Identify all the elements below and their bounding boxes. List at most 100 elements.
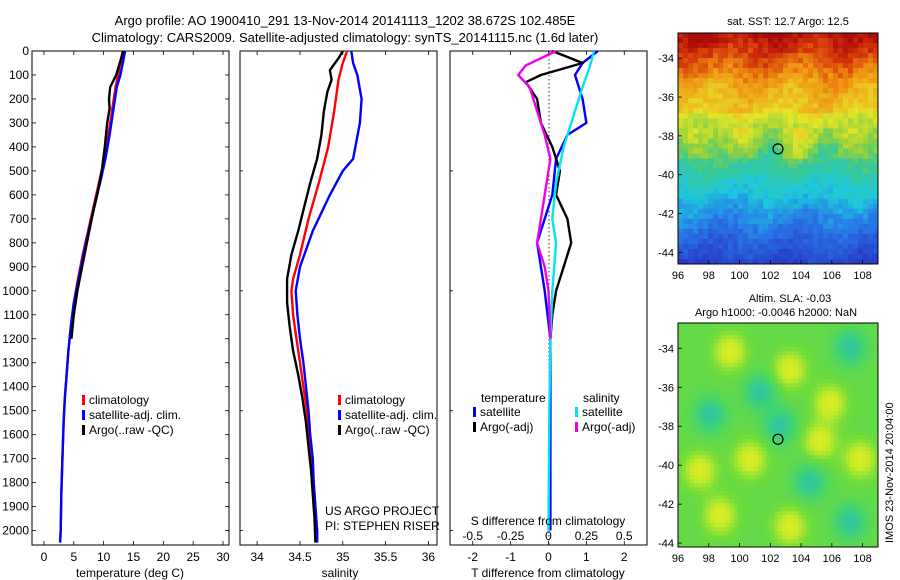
sst-cell — [743, 123, 749, 129]
sla-cell — [754, 347, 759, 352]
sla-cell — [774, 399, 779, 404]
sst-cell — [808, 163, 814, 169]
sla-cell — [682, 371, 687, 376]
sla-cell — [734, 395, 739, 400]
sla-cell — [826, 435, 831, 440]
sla-cell — [790, 479, 795, 484]
sla-cell — [786, 331, 791, 336]
sla-cell — [794, 455, 799, 460]
sst-cell — [758, 168, 764, 175]
sla-cell — [678, 543, 683, 548]
sla-cell — [722, 339, 727, 344]
sst-cell — [858, 228, 864, 235]
sla-cell — [842, 343, 847, 348]
sst-cell — [738, 193, 744, 200]
sst-cell — [818, 203, 824, 210]
sla-cell — [786, 455, 791, 460]
sla-cell — [714, 359, 719, 364]
sla-cell — [758, 527, 763, 532]
sst-cell — [758, 138, 764, 144]
sst-cell — [778, 48, 784, 54]
sla-cell — [746, 339, 751, 344]
sla-cell — [754, 407, 759, 412]
sla-cell — [770, 411, 775, 416]
sst-cell — [703, 188, 709, 195]
sla-cell — [694, 331, 699, 336]
sla-cell — [850, 479, 855, 484]
sla-cell — [702, 375, 707, 380]
sla-cell — [766, 499, 771, 504]
sla-cell — [834, 507, 839, 512]
sla-cell — [750, 531, 755, 536]
sla-cell — [698, 395, 703, 400]
sst-cell — [713, 73, 719, 79]
sst-cell — [873, 128, 879, 134]
sst-cell — [843, 188, 849, 195]
sst-cell — [858, 258, 864, 265]
sst-cell — [773, 123, 779, 129]
sla-cell — [818, 459, 823, 464]
sla-cell — [734, 371, 739, 376]
sla-cell — [838, 323, 843, 328]
sla-cell — [870, 375, 875, 380]
sla-cell — [762, 399, 767, 404]
sla-cell — [814, 539, 819, 544]
sst-cell — [723, 233, 729, 240]
sst-cell — [803, 143, 809, 149]
sst-cell — [743, 78, 749, 84]
sst-cell — [678, 83, 684, 89]
sst-cell — [748, 153, 754, 159]
sst-cell — [858, 188, 864, 195]
sla-cell — [714, 499, 719, 504]
sla-cell — [798, 459, 803, 464]
sst-cell — [778, 138, 784, 144]
sst-cell — [808, 108, 814, 114]
sla-cell — [746, 431, 751, 436]
sla-cell — [706, 463, 711, 468]
sla-cell — [678, 503, 683, 508]
sla-cell — [822, 379, 827, 384]
sla-cell — [678, 411, 683, 416]
legend-label-satellite: satellite — [480, 405, 521, 419]
map-lon-label: 100 — [730, 270, 748, 282]
sla-cell — [686, 427, 691, 432]
sla-cell — [718, 451, 723, 456]
sla-cell — [846, 463, 851, 468]
sla-cell — [738, 459, 743, 464]
sst-cell — [823, 113, 829, 119]
sla-cell — [750, 419, 755, 424]
sst-cell — [858, 148, 864, 154]
sla-cell — [838, 491, 843, 496]
x-tick-label: -1 — [505, 550, 516, 564]
sst-cell — [813, 38, 819, 44]
sla-cell — [678, 359, 683, 364]
sla-cell — [682, 479, 687, 484]
sst-cell — [693, 158, 699, 164]
sst-cell — [858, 128, 864, 134]
sla-cell — [686, 327, 691, 332]
sla-cell — [710, 375, 715, 380]
sla-cell — [694, 527, 699, 532]
sst-cell — [843, 248, 849, 255]
sla-cell — [718, 407, 723, 412]
sla-cell — [754, 355, 759, 360]
sla-cell — [690, 367, 695, 372]
sla-cell — [838, 415, 843, 420]
sla-cell — [874, 507, 879, 512]
sla-cell — [862, 383, 867, 388]
sst-cell — [688, 53, 694, 59]
sst-cell — [813, 108, 819, 114]
sla-cell — [866, 491, 871, 496]
sst-cell — [693, 238, 699, 245]
sla-cell — [790, 523, 795, 528]
sst-cell — [703, 143, 709, 149]
sla-cell — [830, 539, 835, 544]
sst-cell — [743, 258, 749, 265]
sla-cell — [782, 543, 787, 548]
sst-cell — [873, 248, 879, 255]
sla-cell — [682, 475, 687, 480]
sst-cell — [803, 73, 809, 79]
sla-cell — [734, 343, 739, 348]
sst-cell — [838, 198, 844, 205]
sla-cell — [774, 347, 779, 352]
